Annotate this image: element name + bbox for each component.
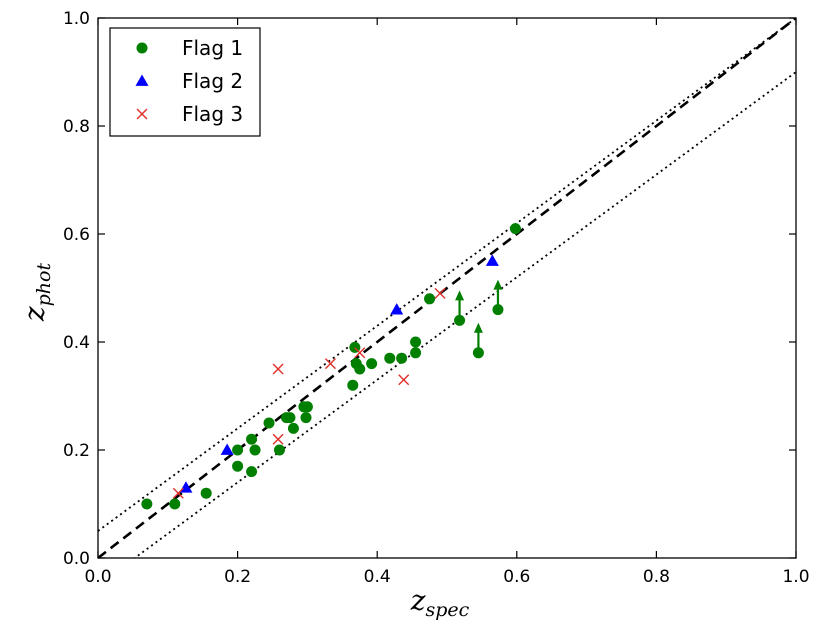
data-point-limit [492,304,504,316]
data-point-flag1 [200,487,212,499]
data-point-flag1 [287,422,299,434]
x-axis-label-main: z [410,584,426,617]
x-axis-label: zspec [410,584,470,621]
data-point-flag1 [366,358,378,370]
data-point-flag1 [301,401,313,413]
reference-lines [98,18,796,558]
y-tick-label: 0.0 [63,549,90,569]
data-point-limit [472,347,484,359]
data-point-flag3 [324,358,336,370]
data-point-flag1 [232,460,244,472]
data-point-flag1 [424,293,436,305]
legend-label: Flag 2 [182,69,243,93]
data-point-flag1 [354,363,366,375]
data-point-flag1 [347,379,359,391]
axis-ticks: 0.0 0.2 0.4 0.6 0.8 1.0 0.0 0.2 0.4 0.6 0.8 1.0 [63,9,810,587]
y-axis-label-main: z [18,306,51,322]
data-point-flag1 [141,498,153,510]
data-point-limit [454,314,466,326]
legend-marker-x-stroke-b [136,108,148,120]
data-point-flag3-stroke-b [272,363,284,375]
data-point-flag1 [300,412,312,424]
arrow-head [493,279,503,290]
data-point-flag3 [272,433,284,445]
data-point-flag1 [263,417,275,429]
x-axis-label-sub: spec [425,599,469,621]
x-tick-label: 0.0 [84,567,111,587]
data-point-flag1 [384,352,396,364]
legend-box [109,27,261,137]
y-axis-label: zphot [18,263,55,323]
data-point-flag3-stroke-b [324,358,336,370]
data-point-flag1 [249,444,261,456]
legend-label: Flag 3 [182,102,243,126]
y-tick-label: 0.8 [63,117,90,137]
legend-marker-x [136,108,148,120]
data-point-flag1 [232,444,244,456]
x-tick-label: 0.2 [224,567,251,587]
data-point-flag1 [169,498,181,510]
data-points [141,223,521,510]
data-point-flag1 [410,347,422,359]
data-point-flag1 [246,433,258,445]
y-tick-label: 1.0 [63,9,90,29]
data-point-flag3-stroke-b [434,287,446,299]
x-tick-label: 1.0 [782,567,809,587]
data-point-flag2 [179,481,193,493]
data-point-flag2 [485,254,499,266]
y-tick-label: 0.4 [63,333,90,353]
data-point-flag3 [398,374,410,386]
data-point-flag2 [220,443,234,455]
data-point-flag3-stroke-b [398,374,410,386]
data-point-flag3-stroke-b [272,433,284,445]
data-point-flag1 [284,412,296,424]
data-point-flag3 [172,487,184,499]
data-point-flag2 [390,303,404,315]
legend-label: Flag 1 [182,36,243,60]
data-point-flag1 [273,444,285,456]
legend: Flag 1 Flag 2 Flag 3 [109,27,261,137]
data-point-flag1 [509,223,521,235]
line-lower-bound [133,71,796,558]
data-point-flag3-stroke-b [354,347,366,359]
data-point-flag1 [396,352,408,364]
x-tick-label: 0.8 [643,567,670,587]
legend-marker-triangle [135,74,149,86]
data-point-flag3 [434,287,446,299]
data-point-flag3 [354,347,366,359]
plot-frame [97,17,797,559]
data-point-flag1 [410,336,422,348]
line-one-to-one [98,18,796,558]
arrow-head [473,322,483,333]
y-axis-label-sub: phot [33,263,55,307]
data-point-flag3 [272,363,284,375]
data-point-flag1 [246,466,258,478]
x-tick-label: 0.4 [364,567,391,587]
legend-marker-circle [136,42,148,54]
y-tick-label: 0.6 [63,225,90,245]
arrow-head [455,290,465,301]
y-tick-label: 0.2 [63,441,90,461]
x-tick-label: 0.6 [503,567,530,587]
data-point-flag3-stroke-b [172,487,184,499]
line-upper-bound [98,18,796,532]
